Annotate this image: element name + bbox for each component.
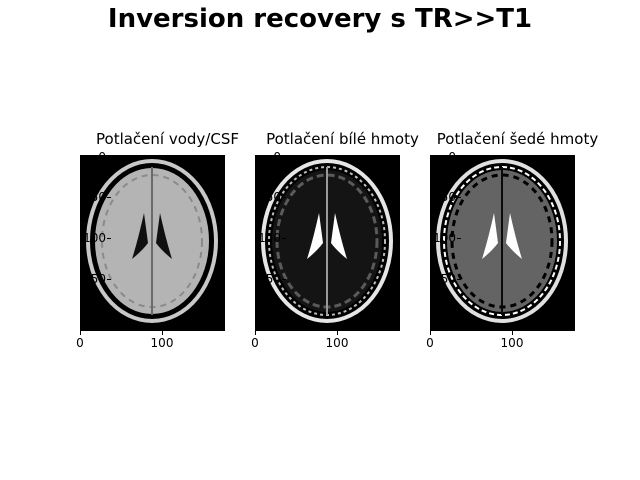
y-tick-100: 100 [66,231,111,245]
panel-title: Potlačení bílé hmoty [266,130,419,148]
mri-image [255,155,400,331]
panel-grey-matter-suppression: Potlačení šedé hmoty 0 50 100 150 200 0 … [426,130,605,370]
panel-water-suppression: Potlačení vody/CSF 0 50 100 150 200 0 10… [76,130,255,370]
panel-title: Potlačení šedé hmoty [436,130,599,148]
y-tick-0: 0 [416,150,461,164]
y-tick-200: 200 [66,312,111,326]
y-tick-100: 100 [416,231,461,245]
x-tick-100: 100 [142,331,182,350]
y-tick-100: 100 [241,231,286,245]
mri-image [80,155,225,331]
y-tick-0: 0 [241,150,286,164]
mri-image [430,155,575,331]
y-tick-200: 200 [416,312,461,326]
y-tick-150: 150 [416,272,461,286]
y-tick-150: 150 [241,272,286,286]
panel-white-matter-suppression: Potlačení bílé hmoty 0 50 100 150 200 0 … [251,130,430,370]
x-tick-0: 0 [60,331,100,350]
x-tick-100: 100 [492,331,532,350]
panel-title: Potlačení vody/CSF [96,130,239,148]
y-tick-50: 50 [241,190,286,204]
figure-title: Inversion recovery s TR>>T1 [107,4,533,34]
y-tick-200: 200 [241,312,286,326]
x-tick-0: 0 [410,331,450,350]
x-tick-100: 100 [317,331,357,350]
x-tick-0: 0 [235,331,275,350]
y-tick-150: 150 [66,272,111,286]
y-tick-0: 0 [66,150,111,164]
y-tick-50: 50 [66,190,111,204]
y-tick-50: 50 [416,190,461,204]
